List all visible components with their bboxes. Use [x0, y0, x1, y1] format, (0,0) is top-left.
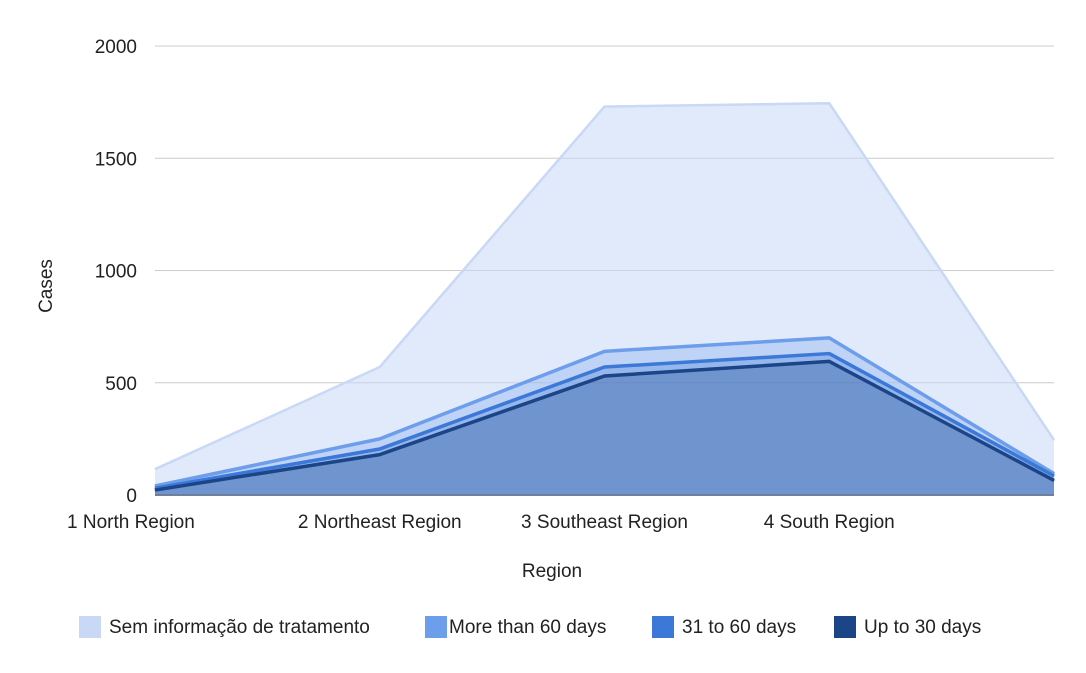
data-point: [154, 485, 156, 487]
y-tick-label: 2000: [95, 37, 137, 58]
data-point: [604, 366, 605, 368]
area-2: [155, 353, 1054, 495]
data-point: [154, 489, 156, 491]
legend: Sem informação de tratamento More than 60…: [79, 616, 981, 638]
data-point: [1053, 439, 1055, 441]
y-axis-title: Cases: [36, 259, 57, 313]
x-tick-label: 1 North Region: [67, 512, 195, 533]
x-axis-title: Region: [522, 561, 582, 582]
legend-swatch-2: [652, 616, 674, 638]
data-point: [604, 106, 605, 108]
data-point: [828, 102, 830, 104]
x-tick-label: 4 South Region: [764, 512, 895, 533]
data-point: [1053, 479, 1055, 481]
legend-label-2: 31 to 60 days: [682, 617, 796, 638]
y-tick-label: 0: [126, 486, 137, 507]
legend-swatch-1: [425, 616, 447, 638]
data-point: [379, 366, 381, 368]
data-point: [604, 375, 605, 377]
legend-swatch-3: [834, 616, 856, 638]
area-0: [155, 103, 1054, 495]
data-point: [379, 448, 381, 450]
legend-swatch-0: [79, 616, 101, 638]
legend-label-3: Up to 30 days: [864, 617, 981, 638]
data-point: [379, 438, 381, 440]
data-point: [379, 454, 381, 456]
x-tick-label: 2 Northeast Region: [298, 512, 462, 533]
y-tick-label: 500: [105, 374, 137, 395]
data-point: [1053, 475, 1055, 477]
legend-label-0: Sem informação de tratamento: [109, 617, 370, 638]
series-areas: [154, 101, 1056, 495]
data-point: [828, 337, 830, 339]
y-tick-label: 1000: [95, 262, 137, 283]
x-tick-label: 3 Southeast Region: [521, 512, 688, 533]
legend-label-1: More than 60 days: [449, 617, 606, 638]
y-axis-ticks: 0 500 1000 1500 2000: [95, 37, 137, 507]
x-axis-ticks: 1 North Region 2 Northeast Region 3 Southe…: [67, 512, 895, 533]
data-point: [828, 353, 830, 355]
data-point: [604, 350, 605, 352]
y-tick-label: 1500: [95, 149, 137, 170]
area-3: [155, 361, 1054, 495]
data-point: [828, 360, 830, 362]
data-point: [154, 468, 156, 470]
